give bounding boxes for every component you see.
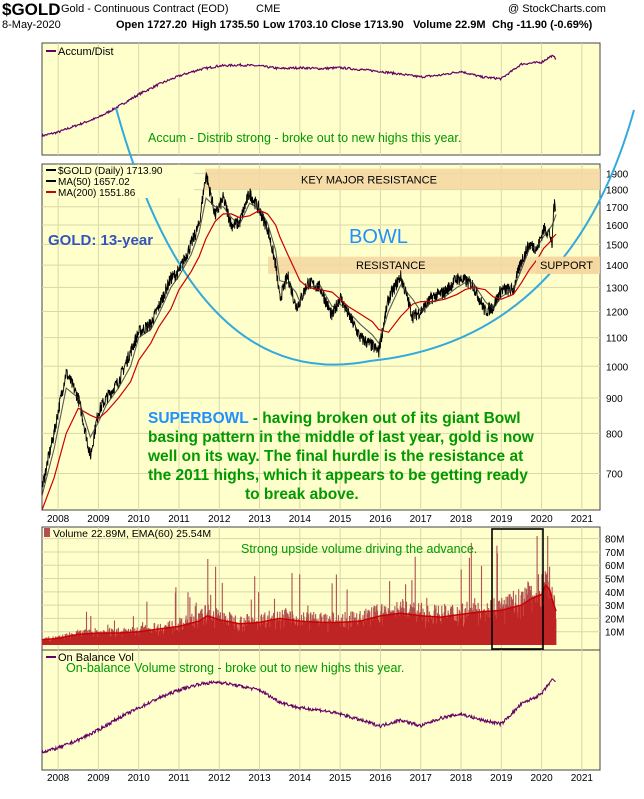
year-axis-label: 2008 [47,773,70,784]
chart-title-gold: GOLD: 13-year [48,232,153,249]
year-axis-label: 2017 [410,773,433,784]
legend-background [44,187,194,198]
resistance-label: RESISTANCE [356,260,425,272]
accum-panel-background [41,42,601,156]
commentary-line-5: to break above. [245,486,359,503]
year-axis-label: 2016 [369,514,392,525]
year-axis-label: 2013 [248,514,271,525]
commentary-line-4: the 2011 highs, which it appears to be g… [148,467,528,484]
year-axis-label: 2010 [128,773,151,784]
price-tick-label: 1600 [606,221,629,232]
year-axis-label: 2009 [87,773,110,784]
commentary-lead-word: SUPERBOWL [148,410,248,427]
year-axis-label: 2010 [128,514,151,525]
year-axis-label: 2020 [530,773,553,784]
year-axis-label: 2018 [450,514,473,525]
quote-close: Close 1713.90 [331,19,404,31]
year-axis-label: 2019 [490,514,513,525]
year-axis-label: 2019 [490,773,513,784]
volume-annotation: Strong upside volume driving the advance… [241,542,477,556]
price-tick-label: 1000 [606,362,629,373]
commentary-line-2: basing pattern in the middle of last yea… [148,429,535,446]
volume-tick-label: 70M [605,548,624,559]
year-axis-label: 2009 [87,514,110,525]
commentary-line-3: well on its way. The final hurdle is the… [147,448,523,465]
bowl-label: BOWL [349,226,408,248]
price-tick-label: 1100 [606,334,628,345]
chart-exchange: CME [256,3,281,15]
price-tick-label: 1300 [606,283,629,294]
volume-tick-label: 40M [605,588,624,599]
volume-tick-label: 10M [605,628,624,639]
volume-highlight-box [491,528,544,650]
price-tick-label: 700 [606,470,623,481]
chart-symbol: $GOLD [2,0,61,19]
year-axis-label: 2012 [208,514,231,525]
quote-change: Chg -11.90 (-0.69%) [492,19,593,31]
price-tick-label: 900 [606,394,623,405]
year-axis-label: 2015 [329,773,352,784]
price-tick-label: 1800 [606,186,629,197]
commentary-line-1: - having broken out of its giant Bowl [248,410,520,427]
year-axis-label: 2013 [248,773,271,784]
price-legend-entry: $GOLD (Daily) 1713.90 [58,166,163,177]
support-label-background [536,256,598,274]
volume-tick-label: 20M [605,614,624,625]
price-tick-label: 1200 [606,307,629,318]
price-tick-label: 1700 [606,203,629,214]
year-axis-label: 2014 [289,514,312,525]
volume-legend-swatch [44,528,50,537]
key-resistance-zone [205,168,600,190]
year-axis-label: 2011 [168,514,190,525]
year-axis-label: 2021 [571,773,594,784]
accum-dist-label: Accum/Dist [58,46,114,58]
volume-tick-label: 60M [605,561,624,572]
quote-volume: Volume 22.9M [413,19,486,31]
year-axis-label: 2011 [168,773,190,784]
obv-annotation: On-balance Volume strong - broke out to … [66,661,404,675]
year-axis-label: 2017 [410,514,433,525]
copyright-text: @ StockCharts.com [508,3,606,15]
legend-background [44,165,194,176]
legend-background [44,176,194,187]
quote-open: Open 1727.20 [116,19,187,31]
quote-low: Low 1703.10 [263,19,328,31]
chart-description: Gold - Continuous Contract (EOD) [61,3,229,15]
volume-tick-label: 30M [605,601,624,612]
price-tick-label: 800 [606,429,623,440]
bowl-curve [115,107,635,366]
price-tick-label: 1900 [606,169,629,180]
year-axis-label: 2014 [289,773,312,784]
volume-ema-line [41,583,557,641]
accum-dist-annotation: Accum - Distrib strong - broke out to ne… [148,131,461,145]
year-axis-label: 2018 [450,773,473,784]
ma200-legend-entry: MA(200) 1551.86 [58,188,136,199]
obv-label: On Balance Vol [58,652,134,664]
ma200-line [41,209,557,511]
year-axis-label: 2016 [369,773,392,784]
price-tick-label: 1500 [606,240,629,251]
price-tick-label: 1400 [606,261,629,272]
volume-tick-label: 50M [605,575,624,586]
quote-date: 8-May-2020 [2,19,61,31]
support-label: SUPPORT [540,260,593,272]
year-axis-label: 2015 [329,514,352,525]
quote-high: High 1735.50 [192,19,260,31]
commentary-lead: SUPERBOWL - having broken out of its gia… [148,410,521,427]
key-resistance-label: KEY MAJOR RESISTANCE [301,175,437,187]
obv-line [41,678,556,754]
volume-ema-area [42,585,557,645]
ma50-line [41,197,557,496]
price-line [41,172,557,496]
year-axis-label: 2020 [530,514,553,525]
volume-tick-label: 80M [605,535,624,546]
ma50-legend-entry: MA(50) 1657.02 [58,177,130,188]
year-axis-label: 2021 [571,514,594,525]
accum-dist-line [41,54,557,138]
year-axis-label: 2008 [47,514,70,525]
year-axis-label: 2012 [208,773,231,784]
volume-legend: Volume 22.89M, EMA(60) 25.54M [53,528,211,540]
